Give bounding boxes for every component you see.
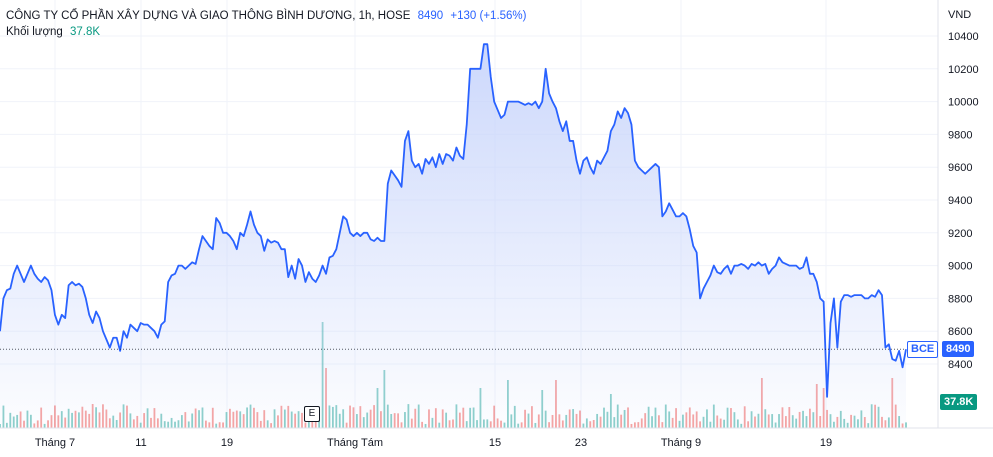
chart-title: CÔNG TY CỔ PHẦN XÂY DỰNG VÀ GIAO THÔNG B… (6, 10, 411, 22)
earnings-event-marker[interactable]: E (304, 406, 320, 422)
price-line (0, 43, 907, 398)
x-tick-label: 19 (820, 437, 832, 449)
y-tick-label: 9200 (948, 228, 972, 240)
y-tick-label: 9800 (948, 129, 972, 141)
y-tick-label: 9400 (948, 195, 972, 207)
x-tick-label: Tháng 9 (661, 437, 701, 449)
y-tick-label: 8400 (948, 359, 972, 371)
x-tick-label: Tháng Tám (327, 437, 383, 449)
y-tick-label: 10000 (948, 97, 979, 109)
price-change: +130 (+1.56%) (450, 10, 527, 22)
chart-legend: CÔNG TY CỔ PHẦN XÂY DỰNG VÀ GIAO THÔNG B… (6, 8, 527, 40)
y-tick-label: 8800 (948, 293, 972, 305)
volume-badge: 37.8K (940, 394, 978, 410)
price-badge: 8490 (942, 341, 975, 357)
symbol-badge: BCE (907, 341, 939, 358)
x-tick-label: 19 (221, 437, 233, 449)
y-tick-label: 10200 (948, 64, 979, 76)
x-tick-label: 15 (489, 437, 501, 449)
volume-label: Khối lượng (6, 26, 63, 38)
y-tick-label: 9000 (948, 261, 972, 273)
last-price: 8490 (417, 10, 444, 22)
price-area (0, 44, 906, 428)
x-tick-label: 11 (135, 437, 146, 449)
y-tick-label: 10400 (948, 31, 979, 43)
x-tick-label: 23 (575, 437, 587, 449)
volume-value: 37.8K (70, 26, 101, 38)
axis-unit: VND (948, 9, 972, 21)
y-tick-label: 8600 (948, 326, 972, 338)
x-tick-label: Tháng 7 (35, 437, 75, 449)
y-tick-label: 9600 (948, 162, 972, 174)
